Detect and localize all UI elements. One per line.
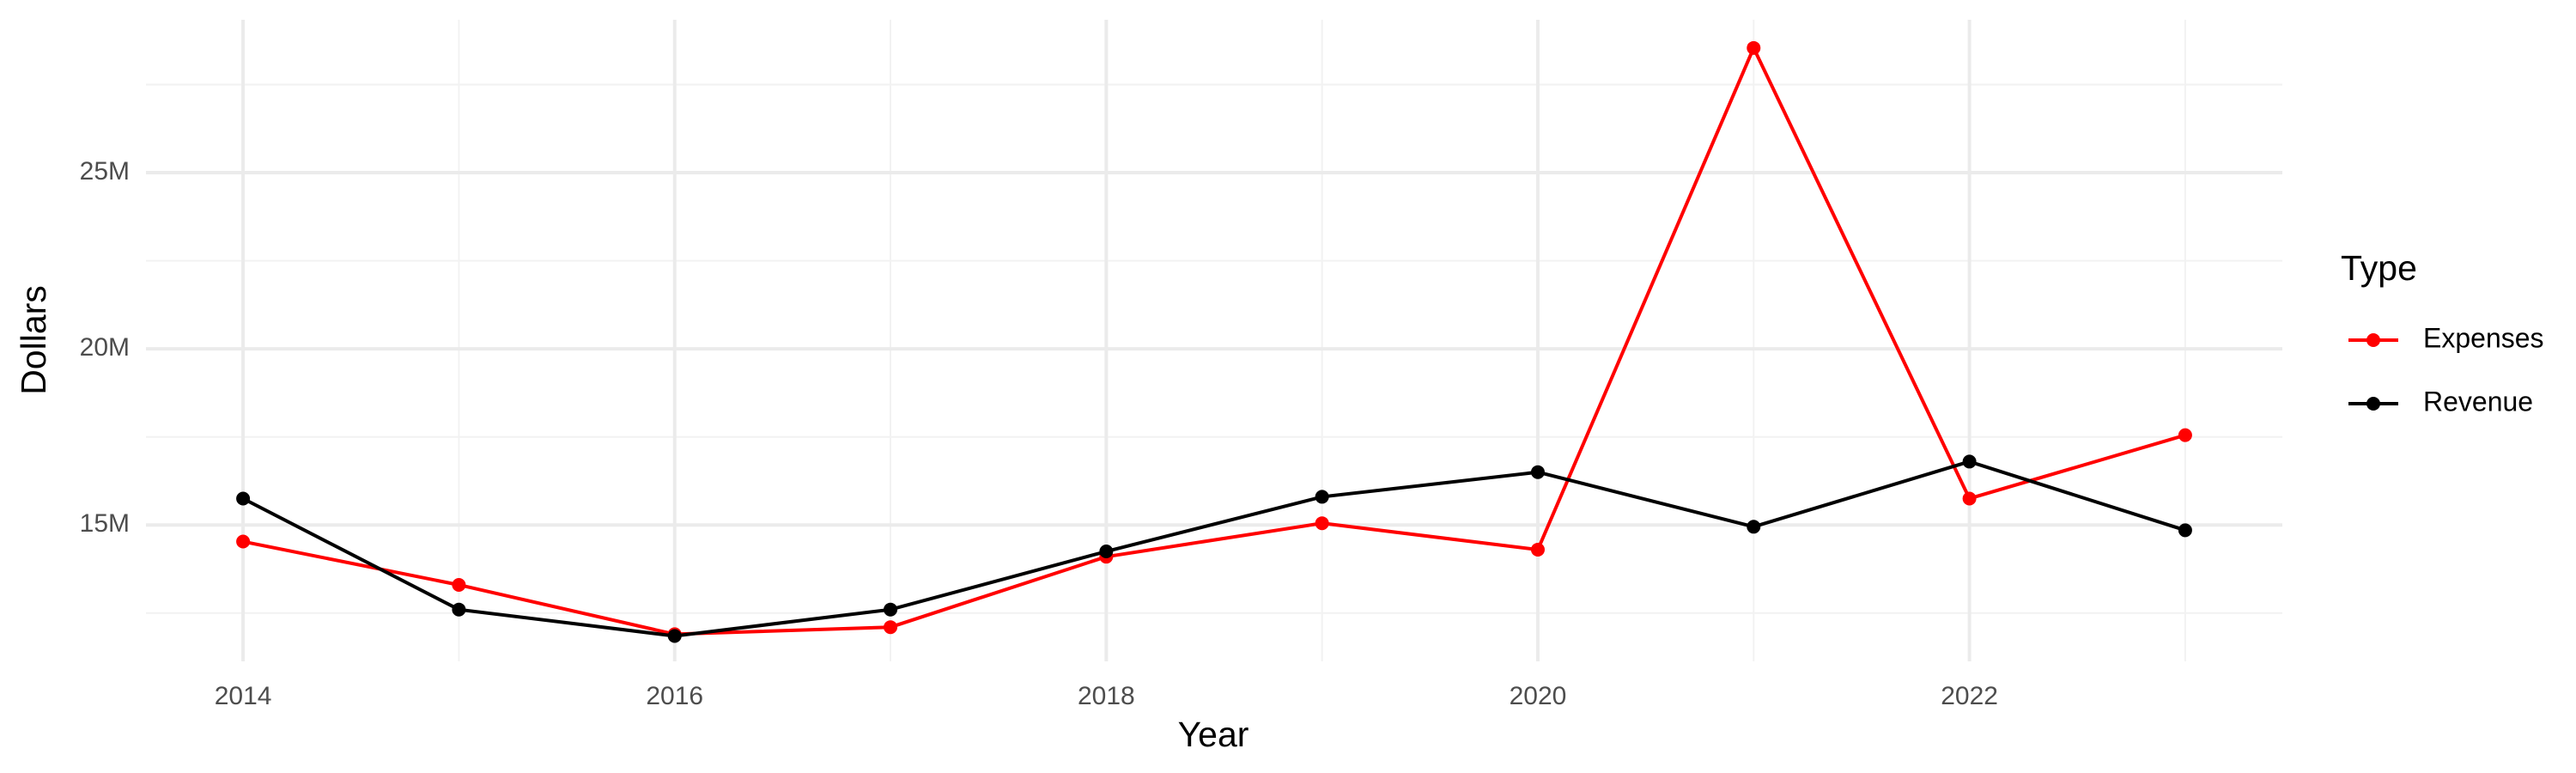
data-point <box>452 602 466 617</box>
data-point <box>236 534 251 549</box>
legend-label: Revenue <box>2423 386 2533 417</box>
series-line <box>242 43 2186 636</box>
data-point <box>2178 428 2192 442</box>
data-point <box>1315 490 1329 504</box>
data-point <box>1962 491 1977 506</box>
y-axis-title: Dollars <box>14 285 53 395</box>
legend-key-point <box>2366 397 2380 411</box>
data-point <box>884 602 898 617</box>
data-point <box>2178 523 2192 538</box>
data-point <box>236 491 251 506</box>
data-point <box>884 620 898 635</box>
y-tick-label: 25M <box>80 157 130 186</box>
x-tick-label: 2022 <box>1941 682 1998 710</box>
x-tick-label: 2020 <box>1510 682 1567 710</box>
y-tick-label: 20M <box>80 333 130 362</box>
legend-title: Type <box>2341 248 2417 288</box>
x-tick-label: 2014 <box>215 682 272 710</box>
data-point <box>1747 40 1761 55</box>
data-point <box>1747 520 1761 534</box>
data-point <box>1530 465 1545 479</box>
data-point <box>1315 516 1329 531</box>
x-axis-title: Year <box>1178 715 1249 754</box>
legend-key-point <box>2366 333 2380 347</box>
y-tick-label: 15M <box>80 509 130 538</box>
data-point <box>1099 545 1114 559</box>
data-point <box>1962 454 1977 469</box>
x-tick-label: 2018 <box>1078 682 1135 710</box>
data-point <box>1530 542 1545 557</box>
x-tick-label: 2016 <box>646 682 703 710</box>
series-line <box>242 460 2186 638</box>
data-point <box>667 629 682 643</box>
legend-label: Expenses <box>2423 322 2544 353</box>
data-point <box>452 577 466 592</box>
